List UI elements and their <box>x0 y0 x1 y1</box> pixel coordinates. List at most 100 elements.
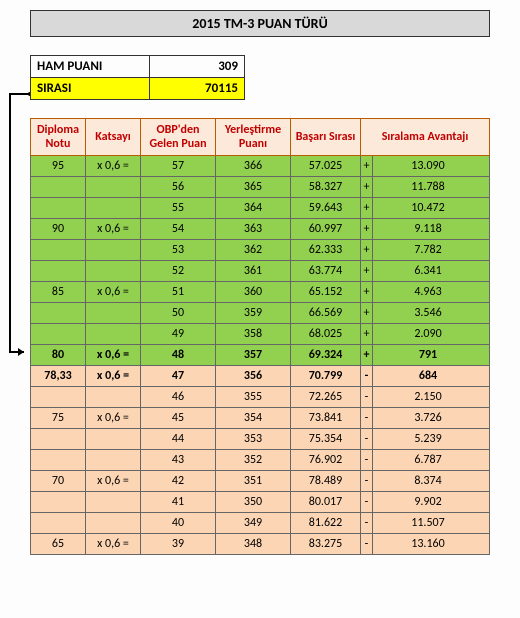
cell-sign: + <box>361 261 373 282</box>
cell-sign: + <box>361 240 373 261</box>
cell-diploma <box>31 261 86 282</box>
cell-adv: 2.090 <box>373 324 490 345</box>
cell-yp: 364 <box>216 198 291 219</box>
cell-bs: 66.569 <box>291 303 361 324</box>
cell-diploma <box>31 387 86 408</box>
cell-obp: 49 <box>141 324 216 345</box>
table-row: 4335276.902-6.787 <box>31 450 490 471</box>
table-row: 95x 0,6 =5736657.025+13.090 <box>31 156 490 177</box>
score-table: Diploma Notu Katsayı OBP'den Gelen Puan … <box>30 118 490 555</box>
cell-diploma: 70 <box>31 471 86 492</box>
cell-katsayi <box>86 240 141 261</box>
cell-yp: 349 <box>216 513 291 534</box>
cell-bs: 58.327 <box>291 177 361 198</box>
sirasi-label: SIRASI <box>31 78 150 100</box>
cell-sign: - <box>361 450 373 471</box>
sirasi-value: 70115 <box>150 78 245 100</box>
cell-bs: 70.799 <box>291 366 361 387</box>
cell-obp: 53 <box>141 240 216 261</box>
col-katsayi: Katsayı <box>86 119 141 156</box>
cell-katsayi <box>86 429 141 450</box>
cell-adv: 3.546 <box>373 303 490 324</box>
table-row: 5636558.327+11.788 <box>31 177 490 198</box>
cell-katsayi: x 0,6 = <box>86 408 141 429</box>
cell-diploma: 75 <box>31 408 86 429</box>
cell-yp: 360 <box>216 282 291 303</box>
cell-bs: 57.025 <box>291 156 361 177</box>
cell-sign: + <box>361 324 373 345</box>
table-row: 4635572.265-2.150 <box>31 387 490 408</box>
cell-yp: 353 <box>216 429 291 450</box>
cell-adv: 4.963 <box>373 282 490 303</box>
cell-diploma <box>31 324 86 345</box>
cell-obp: 56 <box>141 177 216 198</box>
cell-diploma: 65 <box>31 534 86 555</box>
cell-adv: 2.150 <box>373 387 490 408</box>
cell-katsayi: x 0,6 = <box>86 366 141 387</box>
summary-table: HAM PUANI 309 SIRASI 70115 <box>30 55 245 100</box>
cell-yp: 355 <box>216 387 291 408</box>
cell-diploma <box>31 513 86 534</box>
cell-adv: 11.788 <box>373 177 490 198</box>
table-row: 5236163.774+6.341 <box>31 261 490 282</box>
cell-bs: 75.354 <box>291 429 361 450</box>
cell-sign: - <box>361 387 373 408</box>
cell-obp: 57 <box>141 156 216 177</box>
cell-yp: 366 <box>216 156 291 177</box>
cell-bs: 60.997 <box>291 219 361 240</box>
cell-adv: 6.787 <box>373 450 490 471</box>
cell-sign: - <box>361 366 373 387</box>
cell-diploma <box>31 240 86 261</box>
cell-diploma <box>31 492 86 513</box>
ham-puani-label: HAM PUANI <box>31 56 150 78</box>
cell-bs: 65.152 <box>291 282 361 303</box>
cell-diploma: 95 <box>31 156 86 177</box>
cell-diploma: 78,33 <box>31 366 86 387</box>
table-row: 65x 0,6 =3934883.275-13.160 <box>31 534 490 555</box>
cell-sign: - <box>361 513 373 534</box>
table-row: 75x 0,6 =4535473.841-3.726 <box>31 408 490 429</box>
cell-obp: 48 <box>141 345 216 366</box>
cell-katsayi <box>86 303 141 324</box>
cell-obp: 46 <box>141 387 216 408</box>
cell-obp: 50 <box>141 303 216 324</box>
cell-katsayi: x 0,6 = <box>86 534 141 555</box>
cell-adv: 6.341 <box>373 261 490 282</box>
table-row: 4034981.622-11.507 <box>31 513 490 534</box>
cell-katsayi: x 0,6 = <box>86 345 141 366</box>
table-row: 4935868.025+2.090 <box>31 324 490 345</box>
cell-katsayi: x 0,6 = <box>86 471 141 492</box>
cell-katsayi <box>86 450 141 471</box>
cell-sign: - <box>361 471 373 492</box>
cell-sign: + <box>361 303 373 324</box>
cell-yp: 358 <box>216 324 291 345</box>
cell-katsayi <box>86 513 141 534</box>
col-diploma-notu: Diploma Notu <box>31 119 86 156</box>
cell-sign: - <box>361 408 373 429</box>
cell-adv: 8.374 <box>373 471 490 492</box>
table-row: 78,33x 0,6 =4735670.799-684 <box>31 366 490 387</box>
table-header-row: Diploma Notu Katsayı OBP'den Gelen Puan … <box>31 119 490 156</box>
cell-yp: 352 <box>216 450 291 471</box>
cell-katsayi: x 0,6 = <box>86 219 141 240</box>
cell-katsayi <box>86 261 141 282</box>
cell-bs: 59.643 <box>291 198 361 219</box>
cell-yp: 362 <box>216 240 291 261</box>
cell-adv: 791 <box>373 345 490 366</box>
cell-sign: + <box>361 198 373 219</box>
ham-puani-value: 309 <box>150 56 245 78</box>
cell-obp: 43 <box>141 450 216 471</box>
cell-bs: 68.025 <box>291 324 361 345</box>
cell-diploma <box>31 177 86 198</box>
cell-yp: 359 <box>216 303 291 324</box>
cell-yp: 348 <box>216 534 291 555</box>
table-row: 4135080.017-9.902 <box>31 492 490 513</box>
cell-sign: - <box>361 429 373 450</box>
cell-adv: 9.118 <box>373 219 490 240</box>
table-row: 90x 0,6 =5436360.997+9.118 <box>31 219 490 240</box>
cell-yp: 356 <box>216 366 291 387</box>
cell-yp: 363 <box>216 219 291 240</box>
cell-bs: 80.017 <box>291 492 361 513</box>
cell-bs: 69.324 <box>291 345 361 366</box>
cell-diploma <box>31 198 86 219</box>
